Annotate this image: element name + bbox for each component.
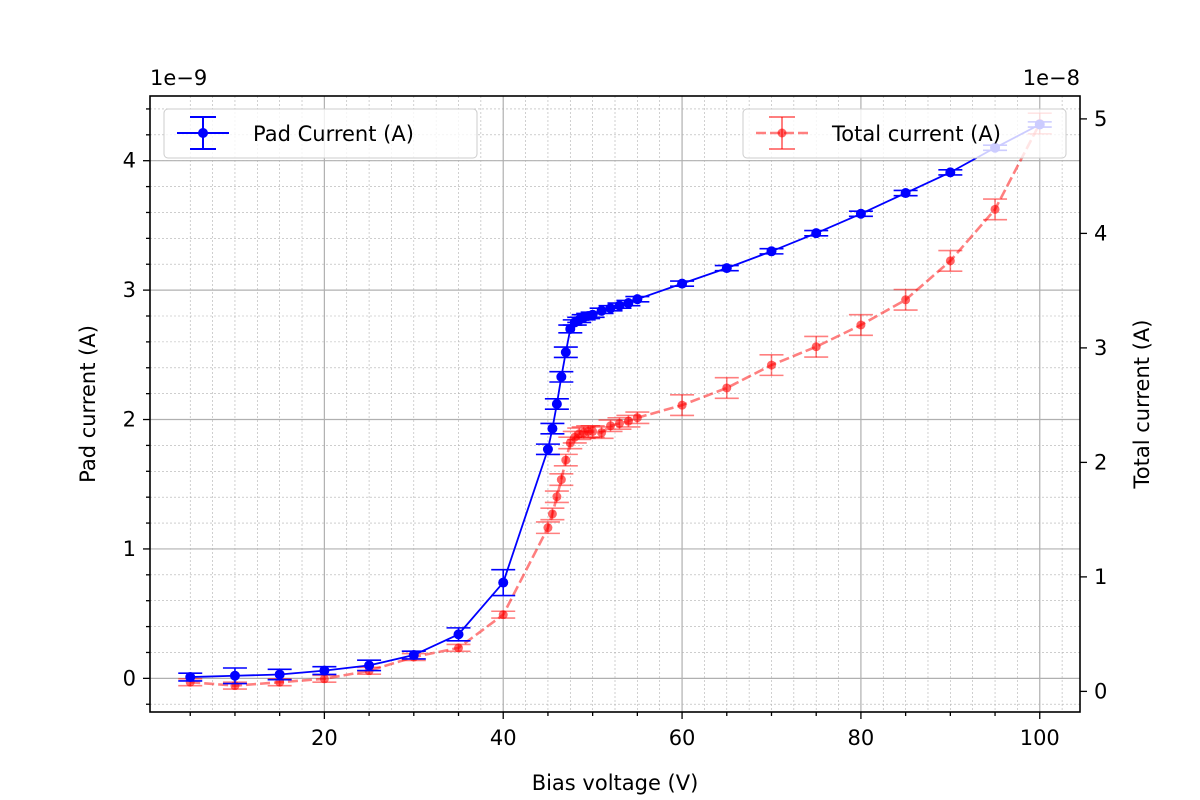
pad-current-point xyxy=(364,660,375,671)
total-current-point xyxy=(856,320,866,330)
right-y-tick-label: 5 xyxy=(1094,107,1107,131)
legend-box-right xyxy=(742,108,1067,159)
total-current-point xyxy=(677,400,687,410)
pad-current-point xyxy=(945,167,956,178)
pad-current-point xyxy=(185,672,196,683)
pad-current-point xyxy=(587,309,598,320)
total-current-point xyxy=(597,428,607,438)
x-tick-label: 40 xyxy=(490,726,517,750)
pad-current-point xyxy=(453,629,464,640)
total-current-point xyxy=(990,204,1000,214)
total-current-point xyxy=(632,413,642,423)
right-y-tick-label: 4 xyxy=(1094,221,1107,245)
pad-current-point xyxy=(556,371,567,382)
total-current-point xyxy=(552,492,562,502)
left-y-tick-label: 2 xyxy=(123,408,136,432)
x-tick-label: 80 xyxy=(848,726,875,750)
total-current-point xyxy=(811,342,821,352)
total-current-point xyxy=(543,523,553,533)
pad-current-point xyxy=(721,263,732,274)
right-y-tick-label: 0 xyxy=(1094,679,1107,703)
total-current-point xyxy=(556,475,566,485)
pad-current-point xyxy=(547,423,558,434)
pad-current-point xyxy=(408,650,419,661)
x-tick-label: 100 xyxy=(1020,726,1060,750)
pad-current-point xyxy=(632,294,643,305)
minor-grid xyxy=(150,96,1080,712)
pad-current-point xyxy=(274,669,285,680)
pad-current-point xyxy=(623,298,634,309)
pad-current-point xyxy=(900,188,911,199)
legend-total-marker xyxy=(777,128,787,138)
right-y-axis-label: Total current (A) xyxy=(1130,320,1154,490)
total-current-point xyxy=(766,360,776,370)
right-axis-offset-label: 1e−8 xyxy=(1023,66,1080,90)
left-y-tick-label: 4 xyxy=(123,149,136,173)
total-current-point xyxy=(623,416,633,426)
left-y-tick-label: 3 xyxy=(123,278,136,302)
total-current-point xyxy=(454,643,464,653)
left-axis-offset-label: 1e−9 xyxy=(150,66,207,90)
pad-current-point xyxy=(319,665,330,676)
pad-current-point xyxy=(811,228,822,239)
legend-total-current: Total current (A) xyxy=(742,108,1067,159)
pad-current-point xyxy=(542,444,553,455)
pad-current-point xyxy=(855,208,866,219)
total-current-point xyxy=(588,426,598,436)
total-current-point xyxy=(319,674,329,684)
total-current-point xyxy=(561,455,571,465)
total-current-point xyxy=(614,418,624,428)
total-current-point xyxy=(498,610,508,620)
x-tick-label: 20 xyxy=(311,726,338,750)
legend-pad-marker xyxy=(198,128,208,138)
right-y-tick-label: 2 xyxy=(1094,450,1107,474)
right-y-tick-label: 3 xyxy=(1094,336,1107,360)
pad-current-point xyxy=(551,399,562,409)
x-axis-label: Bias voltage (V) xyxy=(532,771,699,795)
legend-pad-current: Pad Current (A) xyxy=(163,108,478,159)
left-y-axis-label: Pad current (A) xyxy=(76,325,100,483)
pad-current-series xyxy=(178,119,1052,685)
x-tick-label: 60 xyxy=(669,726,696,750)
total-current-line xyxy=(190,122,1041,687)
legend-total-label: Total current (A) xyxy=(831,122,1001,146)
total-current-point xyxy=(606,421,616,431)
left-y-tick-label: 0 xyxy=(123,666,136,690)
total-current-point xyxy=(722,383,732,393)
pad-current-point xyxy=(498,577,509,588)
pad-current-point xyxy=(560,347,571,358)
pad-current-point xyxy=(229,670,240,681)
pad-current-point xyxy=(677,278,688,289)
total-current-point xyxy=(901,295,911,305)
total-current-point xyxy=(945,256,955,266)
legend-pad-label: Pad Current (A) xyxy=(253,122,414,146)
legend-box-left xyxy=(163,108,478,159)
total-current-point xyxy=(547,509,557,519)
right-y-tick-label: 1 xyxy=(1094,565,1107,589)
pad-current-point xyxy=(766,246,777,257)
left-y-tick-label: 1 xyxy=(123,537,136,561)
plot-frame xyxy=(149,95,1081,713)
